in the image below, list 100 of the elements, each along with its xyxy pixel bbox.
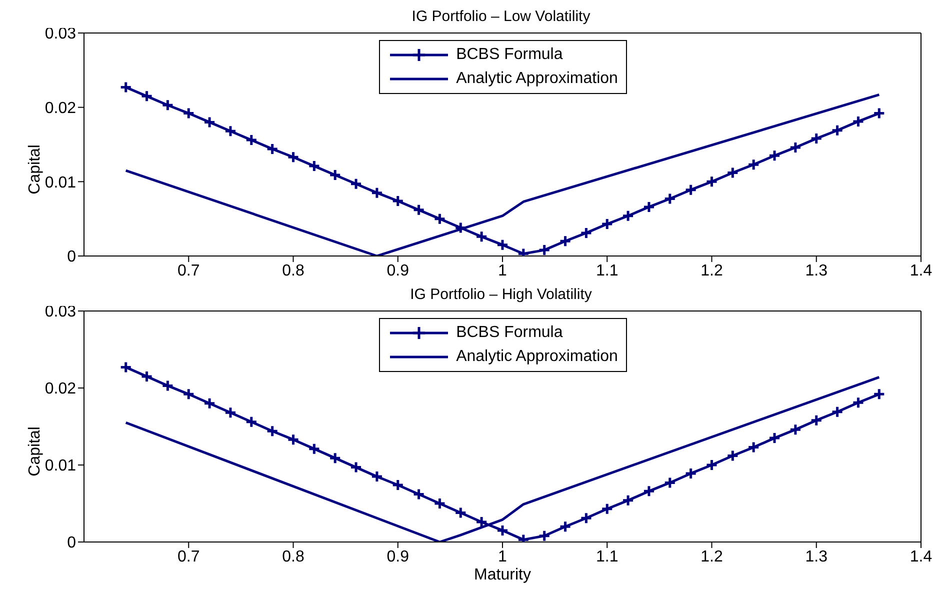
- point: [684, 467, 698, 480]
- point: [622, 210, 634, 222]
- point: [350, 461, 362, 474]
- point: [747, 158, 760, 171]
- point: [287, 150, 300, 164]
- point: [642, 200, 656, 214]
- point: [412, 488, 426, 501]
- point: [726, 450, 739, 462]
- point: [600, 218, 614, 230]
- point: [245, 416, 258, 428]
- x-tick-label: 1.1: [596, 548, 618, 566]
- point: [392, 478, 404, 492]
- point: [140, 90, 154, 102]
- point: [224, 124, 237, 138]
- point: [266, 142, 279, 156]
- point: [872, 107, 886, 120]
- point: [496, 238, 509, 252]
- point: [412, 204, 426, 216]
- point: [768, 432, 781, 444]
- point: [203, 397, 216, 410]
- point: [789, 141, 802, 154]
- x-tick-label: 1.2: [700, 548, 723, 566]
- point: [496, 524, 509, 537]
- point: [245, 134, 258, 146]
- point: [182, 107, 195, 120]
- point: [831, 406, 844, 418]
- x-tick-label: 1.3: [805, 262, 828, 280]
- y-tick-label: 0.02: [44, 380, 76, 398]
- chart-title: IG Portfolio – Low Volatility: [412, 8, 590, 25]
- point: [580, 512, 592, 524]
- y-axis-title: Capital: [26, 426, 44, 476]
- point: [580, 226, 592, 240]
- y-tick-label: 0.01: [44, 458, 76, 475]
- x-tick-label: 0.8: [282, 548, 304, 566]
- x-tick-label: 1: [498, 262, 508, 280]
- point: [600, 502, 614, 516]
- legend-label: BCBS Formula: [456, 46, 563, 64]
- x-tick-label: 0.9: [386, 548, 410, 566]
- point: [161, 379, 174, 392]
- point: [328, 168, 342, 182]
- point: [642, 484, 656, 498]
- point: [475, 230, 488, 243]
- point: [664, 192, 676, 206]
- point: [140, 370, 154, 383]
- point: [538, 530, 551, 542]
- point: [706, 458, 718, 472]
- point: [684, 184, 698, 196]
- point: [308, 442, 320, 456]
- point: [538, 244, 551, 256]
- x-tick-label: 0.7: [178, 548, 200, 566]
- point: [810, 414, 823, 427]
- x-tick-label: 1.4: [910, 262, 932, 280]
- point: [266, 424, 279, 438]
- point: [308, 160, 320, 172]
- point: [203, 116, 216, 128]
- point: [706, 175, 718, 188]
- point: [559, 234, 572, 248]
- point: [370, 470, 384, 483]
- x-tick-label: 1: [498, 548, 508, 566]
- x-axis-title: Maturity: [474, 566, 531, 584]
- legend-label: Analytic Approximation: [456, 348, 618, 366]
- x-tick-label: 1.4: [910, 548, 932, 566]
- point: [768, 149, 781, 162]
- point: [350, 178, 362, 190]
- point: [161, 98, 174, 112]
- x-tick-label: 1.1: [596, 262, 618, 280]
- x-tick-label: 0.9: [386, 262, 410, 280]
- point: [726, 166, 739, 179]
- point: [747, 441, 760, 454]
- x-tick-label: 1.3: [805, 548, 828, 566]
- y-tick-label: 0.02: [44, 100, 76, 118]
- y-tick-label: 0: [67, 248, 76, 266]
- point: [831, 124, 844, 137]
- point: [370, 186, 384, 200]
- point: [120, 81, 132, 94]
- point: [454, 506, 467, 519]
- point: [120, 360, 132, 374]
- legend-label: BCBS Formula: [456, 324, 563, 342]
- legend-label: Analytic Approximation: [456, 70, 618, 88]
- point: [392, 194, 404, 208]
- point: [622, 494, 634, 507]
- point: [433, 497, 446, 510]
- point: [224, 406, 237, 419]
- point: [872, 388, 886, 400]
- chart-title: IG Portfolio – High Volatility: [410, 286, 592, 303]
- point: [328, 452, 342, 464]
- point: [789, 423, 802, 436]
- y-axis-title: Capital: [26, 144, 44, 194]
- point: [182, 388, 195, 400]
- point: [433, 212, 446, 226]
- x-tick-label: 0.8: [282, 262, 304, 280]
- y-tick-label: 0: [67, 534, 76, 552]
- x-tick-label: 1.2: [700, 262, 723, 280]
- point: [287, 433, 300, 446]
- point: [559, 520, 572, 533]
- point: [852, 396, 864, 409]
- point: [852, 115, 864, 128]
- point: [664, 476, 676, 489]
- y-tick-label: 0.01: [44, 174, 76, 192]
- x-tick-label: 0.7: [178, 262, 200, 280]
